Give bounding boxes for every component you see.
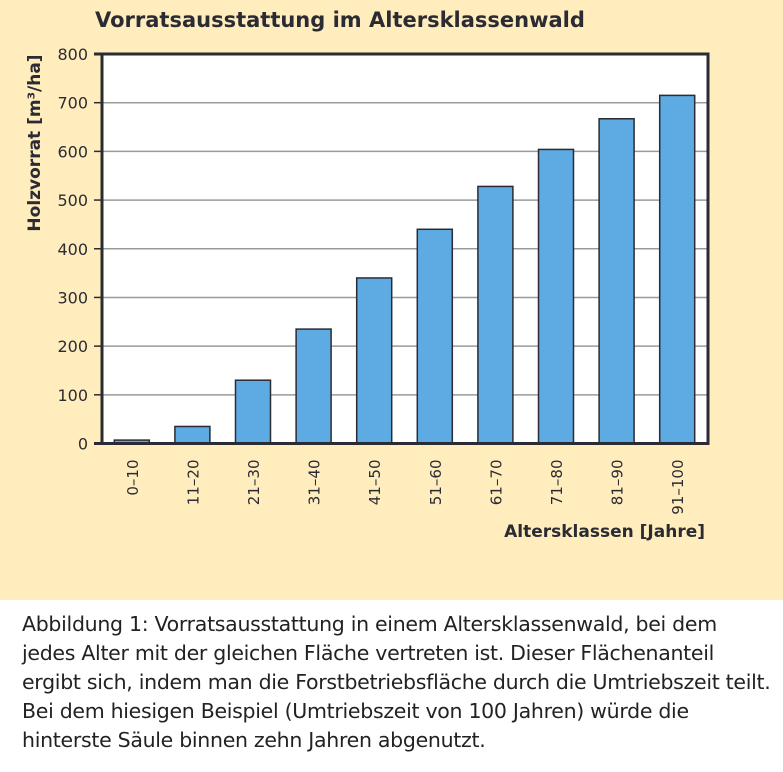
- y-tick-label: 300: [57, 288, 88, 307]
- y-axis-label: Holzvorrat [m³/ha]: [25, 54, 45, 231]
- y-tick-label: 200: [57, 337, 88, 356]
- bar: [295, 328, 332, 445]
- x-tick-label: 11–20: [184, 460, 202, 506]
- bar: [658, 94, 696, 445]
- x-tick-label: 51–60: [427, 460, 445, 506]
- x-tick-label: 0–10: [124, 460, 142, 496]
- bar: [355, 277, 393, 445]
- x-tick-label: 31–40: [306, 460, 324, 506]
- figure-caption: Abbildung 1: Vorratsausstattung in einem…: [22, 612, 771, 752]
- chart-title: Vorratsausstattung im Altersklassenwald: [95, 8, 585, 32]
- y-tick-label: 800: [57, 45, 88, 64]
- bar: [174, 425, 211, 445]
- y-tick-label: 400: [57, 240, 88, 259]
- bar-chart: 0 100 200 300 400 500 600 700 800 0–10 11–20 21–30 3…: [25, 45, 710, 542]
- bar: [477, 185, 514, 445]
- y-tick-label: 100: [57, 386, 88, 405]
- x-tick-label: 21–30: [245, 460, 263, 506]
- x-axis-label: Altersklassen [Jahre]: [504, 522, 705, 542]
- x-tick-label: 71–80: [548, 460, 566, 506]
- x-tick-label: 81–90: [609, 460, 627, 506]
- x-tick-label: 91–100: [669, 460, 687, 515]
- y-tick-label: 500: [57, 191, 88, 210]
- bar: [598, 118, 635, 445]
- y-tick-label: 0: [78, 435, 88, 454]
- x-tick-label: 61–70: [487, 460, 505, 506]
- y-tick-label: 600: [57, 142, 88, 161]
- bar: [234, 379, 272, 445]
- x-tick-label: 41–50: [366, 460, 384, 506]
- y-tick-label: 700: [57, 94, 88, 113]
- bar: [416, 228, 454, 445]
- bar: [537, 148, 575, 445]
